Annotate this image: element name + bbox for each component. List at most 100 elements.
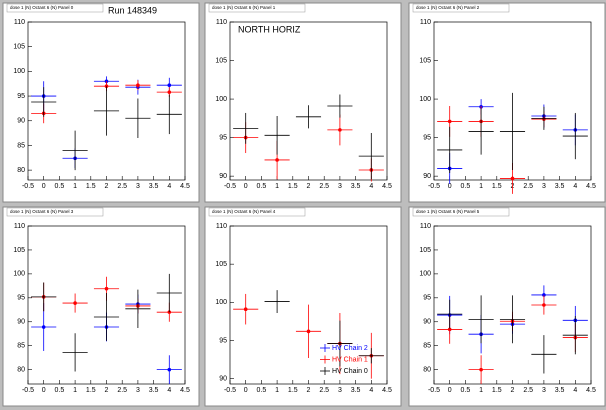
x-tick-label: 2.5 [319, 183, 329, 190]
y-tick-label: 90 [423, 319, 431, 326]
x-tick-label: 1 [479, 183, 483, 190]
pad-background [2, 206, 200, 407]
pad-background [204, 206, 402, 407]
x-tick-label: 2.5 [523, 183, 533, 190]
x-tick-label: -0.5 [224, 387, 236, 394]
y-tick-label: 110 [14, 223, 25, 230]
x-tick-label: 1.5 [492, 183, 502, 190]
x-tick-label: 0.5 [55, 183, 65, 190]
y-tick-label: 85 [423, 343, 431, 350]
x-tick-label: -0.5 [22, 183, 34, 190]
x-tick-label: 1.5 [288, 183, 298, 190]
x-tick-label: 0 [448, 183, 452, 190]
x-tick-label: 1 [275, 183, 279, 190]
y-tick-label: 95 [17, 93, 25, 100]
pad-title-box [208, 3, 306, 13]
x-tick-label: 1.5 [86, 183, 96, 190]
pad-title-box [208, 207, 306, 217]
x-tick-label: -0.5 [428, 387, 440, 394]
x-tick-label: 0 [42, 387, 46, 394]
y-tick-label: 85 [17, 142, 25, 149]
pad-title-box [412, 207, 510, 217]
x-tick-label: 1 [73, 387, 77, 394]
x-tick-label: 2.5 [117, 183, 127, 190]
y-tick-label: 105 [215, 57, 227, 64]
point [41, 325, 46, 329]
x-tick-label: 3.5 [149, 387, 159, 394]
y-tick-label: 90 [17, 118, 25, 125]
y-tick-label: 110 [216, 19, 227, 26]
pad-title: dose 1 (N) Octant 6 (N) Panel 2 [416, 5, 480, 10]
y-tick-label: 95 [17, 295, 25, 302]
point [542, 293, 546, 297]
pad-title-box [412, 3, 510, 13]
pad: dose 1 (N) Octant 6 (N) Panel 1 -0.5 0 0.5 1… [204, 2, 402, 203]
x-tick-label: 1 [479, 387, 483, 394]
x-tick-label: 2 [307, 387, 311, 394]
x-tick-label: 3 [338, 387, 342, 394]
y-tick-label: 110 [14, 19, 25, 26]
y-tick-label: 105 [419, 57, 431, 64]
y-tick-label: 105 [215, 261, 227, 268]
x-tick-label: 3.5 [351, 387, 361, 394]
y-tick-label: 100 [13, 68, 25, 75]
x-tick-label: 2.5 [523, 387, 533, 394]
x-tick-label: 1.5 [288, 387, 298, 394]
x-tick-label: -0.5 [428, 183, 440, 190]
pad: dose 1 (N) Octant 6 (N) Panel 0 -0.5 0 0.5 1… [2, 2, 200, 203]
pad-title-box [6, 207, 104, 217]
pad: dose 1 (N) Octant 6 (N) Panel 5 -0.5 0 0.5 1… [408, 206, 606, 407]
x-tick-label: 4 [369, 183, 373, 190]
y-tick-label: 90 [219, 376, 227, 383]
x-tick-label: 1.5 [86, 387, 96, 394]
point [542, 303, 546, 307]
x-tick-label: 4 [167, 183, 171, 190]
legend-label: HV Chain 2 [332, 345, 368, 352]
y-tick-label: 90 [219, 173, 227, 180]
x-tick-label: 3 [136, 387, 140, 394]
y-tick-label: 105 [419, 247, 431, 254]
y-tick-label: 95 [219, 134, 227, 141]
point [243, 307, 248, 311]
y-tick-label: 100 [215, 96, 227, 103]
x-tick-label: 3.5 [555, 183, 565, 190]
x-tick-label: 0.5 [55, 387, 65, 394]
pad-background [408, 2, 606, 203]
x-tick-label: 4.5 [180, 183, 190, 190]
x-tick-label: 1 [73, 183, 77, 190]
pad-title-box [6, 3, 104, 13]
y-tick-label: 110 [420, 19, 431, 26]
y-tick-label: 90 [423, 173, 431, 180]
x-tick-label: 0.5 [257, 387, 267, 394]
x-tick-label: 2 [105, 387, 109, 394]
y-tick-label: 80 [423, 366, 431, 373]
point [167, 367, 172, 372]
x-tick-label: 4.5 [586, 183, 596, 190]
x-tick-label: 4 [167, 387, 171, 394]
y-tick-label: 80 [17, 167, 25, 174]
x-tick-label: 3 [338, 183, 342, 190]
point [275, 158, 279, 162]
x-tick-label: 3 [136, 183, 140, 190]
x-tick-label: 0 [448, 387, 452, 394]
point [447, 119, 452, 124]
x-tick-label: 3 [542, 183, 546, 190]
annotation: NORTH HORIZ [238, 24, 301, 34]
x-tick-label: 0 [244, 183, 248, 190]
point [136, 83, 140, 87]
x-tick-label: 2.5 [117, 387, 127, 394]
y-tick-label: 100 [419, 271, 431, 278]
point [306, 329, 311, 334]
x-tick-label: 4 [573, 387, 577, 394]
y-tick-label: 105 [13, 44, 25, 51]
x-tick-label: 3.5 [351, 183, 361, 190]
x-tick-label: 2 [105, 183, 109, 190]
x-tick-label: 4.5 [180, 387, 190, 394]
pad-title: dose 1 (N) Octant 6 (N) Panel 3 [10, 209, 74, 214]
point [73, 301, 77, 305]
y-tick-label: 95 [423, 295, 431, 302]
point [447, 327, 452, 332]
pad-title: dose 1 (N) Octant 6 (N) Panel 4 [212, 209, 276, 214]
pad-title: dose 1 (N) Octant 6 (N) Panel 0 [10, 5, 74, 10]
